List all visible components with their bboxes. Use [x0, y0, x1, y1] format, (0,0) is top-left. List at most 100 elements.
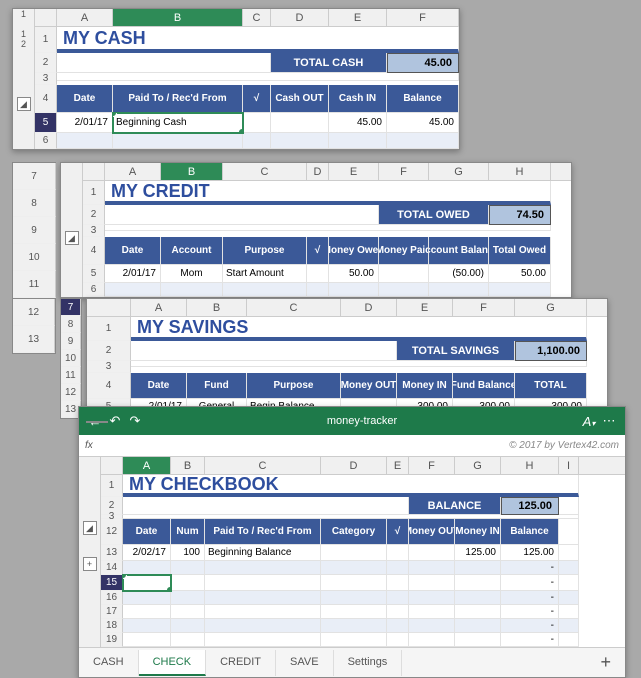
cell[interactable]: 2/02/17	[123, 545, 171, 561]
cell[interactable]	[271, 133, 329, 149]
cell[interactable]: 45.00	[387, 113, 459, 133]
cell[interactable]: MY CASH	[57, 27, 459, 53]
tab-settings[interactable]: Settings	[334, 650, 403, 676]
col-header-B[interactable]: B	[161, 163, 223, 180]
cell[interactable]: 125.00	[501, 545, 559, 561]
row-header[interactable]: 2	[35, 53, 57, 73]
cell[interactable]: √	[387, 519, 409, 545]
row-header[interactable]: 1	[101, 475, 123, 497]
add-sheet-button[interactable]: +	[586, 652, 625, 673]
cell[interactable]: Money IN	[455, 519, 501, 545]
cell[interactable]	[559, 591, 579, 605]
cell[interactable]	[105, 225, 551, 231]
cell[interactable]	[171, 561, 205, 575]
row-header[interactable]: 10	[13, 244, 56, 271]
cell[interactable]	[409, 575, 455, 591]
cell[interactable]	[409, 605, 455, 619]
cell[interactable]: Cash OUT	[271, 85, 329, 113]
row-header[interactable]: 3	[87, 361, 131, 373]
cell[interactable]	[131, 341, 397, 361]
cell[interactable]	[559, 519, 579, 545]
cell[interactable]	[307, 265, 329, 283]
cell[interactable]	[57, 53, 271, 73]
cell[interactable]	[387, 633, 409, 647]
cell[interactable]	[387, 605, 409, 619]
row-header[interactable]: 5	[35, 113, 57, 133]
cell[interactable]: -	[501, 633, 559, 647]
row-header[interactable]: 4	[35, 85, 57, 113]
cell[interactable]	[559, 605, 579, 619]
tab-cash[interactable]: CASH	[79, 650, 139, 676]
cell[interactable]: MY CREDIT	[105, 181, 551, 205]
cell[interactable]: Beginning Balance	[205, 545, 321, 561]
row-header[interactable]: 14	[101, 561, 123, 575]
row-header[interactable]: 6	[35, 133, 57, 149]
col-header-D[interactable]: D	[271, 9, 329, 26]
row-header[interactable]: 12	[61, 384, 81, 401]
col-header-A[interactable]: A	[131, 299, 187, 316]
cell[interactable]: 125.00	[501, 497, 559, 515]
cell[interactable]: Money OUT	[341, 373, 397, 399]
cell[interactable]: Paid To / Rec'd From	[113, 85, 243, 113]
tab-check[interactable]: CHECK	[139, 650, 207, 676]
cell[interactable]: Money Owed	[329, 237, 379, 265]
outline-level-1[interactable]: 1	[21, 9, 26, 19]
row-header[interactable]: 2	[83, 205, 105, 225]
col-header-C[interactable]: C	[243, 9, 271, 26]
cell[interactable]	[387, 545, 409, 561]
cell[interactable]: BALANCE	[409, 497, 501, 515]
outline-level-1b[interactable]: 1	[21, 29, 26, 39]
cell[interactable]: Paid To / Rec'd From	[205, 519, 321, 545]
cell[interactable]	[171, 619, 205, 633]
col-header-H[interactable]: H	[489, 163, 551, 180]
col-header-B[interactable]: B	[113, 9, 243, 26]
cell[interactable]	[409, 633, 455, 647]
row-header[interactable]: 4	[87, 373, 131, 399]
row-header[interactable]: 7	[61, 299, 81, 316]
cell[interactable]: -	[501, 575, 559, 591]
cell[interactable]	[559, 561, 579, 575]
cell[interactable]: Num	[171, 519, 205, 545]
col-header-G[interactable]: G	[515, 299, 587, 316]
cell[interactable]: MY SAVINGS	[131, 317, 587, 341]
cell[interactable]: Fund Balance	[453, 373, 515, 399]
row-header[interactable]: 4	[83, 237, 105, 265]
col-header-B[interactable]: B	[187, 299, 247, 316]
cell[interactable]	[205, 633, 321, 647]
col-header-I[interactable]: I	[559, 457, 579, 474]
cell[interactable]	[321, 591, 387, 605]
cell[interactable]: 1,100.00	[515, 341, 587, 361]
cell[interactable]	[455, 591, 501, 605]
cell[interactable]	[205, 591, 321, 605]
cell[interactable]	[161, 283, 223, 297]
cell[interactable]: Category	[321, 519, 387, 545]
cell[interactable]	[171, 591, 205, 605]
row-header[interactable]: 9	[13, 217, 56, 244]
cell[interactable]	[205, 575, 321, 591]
row-header[interactable]: 8	[13, 190, 56, 217]
cell[interactable]	[379, 283, 429, 297]
row-header[interactable]: 11	[61, 367, 81, 384]
col-header-A[interactable]: A	[123, 457, 171, 474]
cell[interactable]: TOTAL CASH	[271, 53, 387, 73]
cell[interactable]	[321, 575, 387, 591]
col-header-E[interactable]: E	[387, 457, 409, 474]
row-header[interactable]: 15	[101, 575, 123, 591]
cell[interactable]: √	[307, 237, 329, 265]
cell[interactable]: Money IN	[397, 373, 453, 399]
col-header-C[interactable]: C	[247, 299, 341, 316]
cell[interactable]: 74.50	[489, 205, 551, 225]
row-header[interactable]: 11	[13, 271, 56, 298]
cell[interactable]	[455, 561, 501, 575]
formula-bar[interactable]: fx © 2017 by Vertex42.com	[79, 435, 625, 457]
col-header-D[interactable]: D	[321, 457, 387, 474]
col-header-D[interactable]: D	[341, 299, 397, 316]
cell[interactable]: MY CHECKBOOK	[123, 475, 579, 497]
cell[interactable]: (50.00)	[429, 265, 489, 283]
col-header-H[interactable]: H	[501, 457, 559, 474]
cell[interactable]	[243, 113, 271, 133]
cell[interactable]	[329, 283, 379, 297]
row-header[interactable]: 19	[101, 633, 123, 647]
cell[interactable]	[171, 605, 205, 619]
cell[interactable]	[171, 575, 205, 591]
